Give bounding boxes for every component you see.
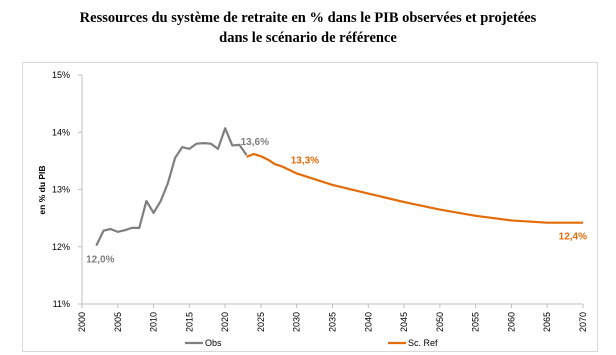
chart-frame — [22, 62, 598, 352]
x-tick-label: 2055 — [471, 312, 481, 332]
chart-title: dans le scénario de référence — [219, 30, 397, 46]
x-tick-label: 2040 — [363, 312, 373, 332]
y-tick-label: 11% — [53, 299, 70, 309]
x-tick-label: 2025 — [256, 312, 266, 332]
x-tick-label: 2010 — [149, 312, 159, 332]
x-tick-label: 2020 — [220, 312, 230, 332]
x-tick-label: 2015 — [184, 312, 194, 332]
y-tick-label: 13% — [52, 185, 70, 195]
series-line — [95, 127, 248, 247]
x-tick-label: 2035 — [328, 312, 338, 332]
x-tick-label: 2030 — [292, 312, 302, 332]
y-tick-label: 12% — [52, 242, 70, 252]
x-tick-label: 2000 — [77, 312, 87, 332]
y-axis-label: en % du PIB — [37, 165, 47, 214]
data-label: 12,4% — [559, 232, 587, 243]
x-tick-label: 2045 — [399, 312, 409, 332]
x-tick-label: 2070 — [578, 312, 588, 332]
data-label: 13,3% — [291, 155, 319, 166]
legend-label: Sc. Ref — [408, 338, 438, 348]
data-label: 12,0% — [86, 255, 114, 266]
x-tick-label: 2060 — [506, 312, 516, 332]
chart-title: Ressources du système de retraite en % d… — [80, 10, 537, 26]
x-tick-label: 2005 — [113, 312, 123, 332]
x-tick-label: 2050 — [435, 312, 445, 332]
series-line — [246, 152, 583, 224]
y-tick-label: 14% — [52, 127, 70, 137]
x-tick-label: 2065 — [542, 312, 552, 332]
y-tick-label: 15% — [52, 70, 70, 80]
data-label: 13,6% — [241, 137, 269, 148]
legend-label: Obs — [205, 338, 222, 348]
